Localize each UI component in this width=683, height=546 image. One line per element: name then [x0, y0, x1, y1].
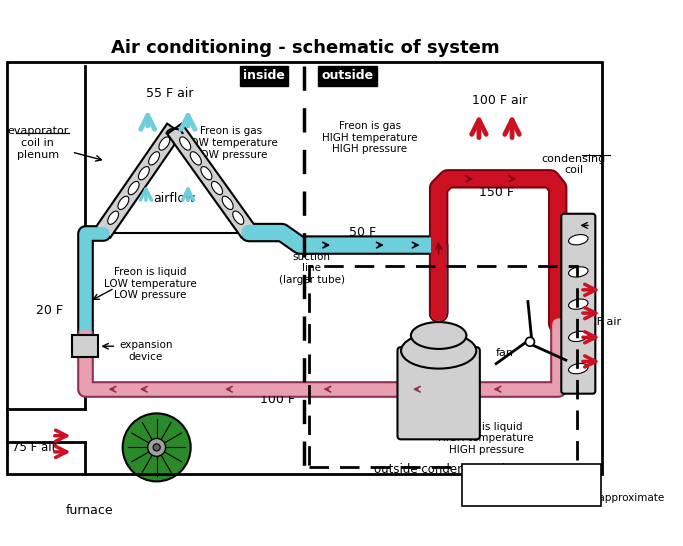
Text: 75 F air: 75 F air [12, 441, 56, 454]
Circle shape [123, 413, 191, 482]
Ellipse shape [159, 137, 170, 150]
FancyBboxPatch shape [398, 347, 480, 440]
Ellipse shape [191, 152, 201, 165]
Text: Air conditioning - schematic of system: Air conditioning - schematic of system [111, 39, 499, 57]
Text: blower: blower [136, 464, 178, 477]
Text: 150 F: 150 F [479, 186, 514, 199]
Polygon shape [96, 123, 182, 238]
Ellipse shape [212, 181, 223, 195]
Text: outside condenser unit: outside condenser unit [374, 463, 510, 476]
Ellipse shape [118, 196, 129, 210]
Ellipse shape [128, 181, 139, 195]
Text: 20 F: 20 F [36, 304, 63, 317]
Ellipse shape [568, 235, 588, 245]
Ellipse shape [233, 211, 244, 224]
Ellipse shape [139, 167, 150, 180]
Bar [462, 464, 600, 507]
Ellipse shape [149, 152, 160, 165]
Text: 50 F: 50 F [349, 226, 376, 239]
Text: outside: outside [321, 69, 374, 82]
Polygon shape [167, 123, 256, 238]
Circle shape [148, 438, 165, 456]
Text: Freon is gas
LOW temperature
LOW pressure: Freon is gas LOW temperature LOW pressur… [184, 127, 277, 159]
Text: fan: fan [496, 348, 514, 358]
Bar [7, 62, 602, 474]
Ellipse shape [568, 267, 588, 277]
Text: airflow: airflow [154, 192, 196, 205]
Text: inside: inside [243, 69, 285, 82]
Text: compressor: compressor [406, 377, 471, 387]
FancyBboxPatch shape [561, 213, 596, 394]
Text: note:: note: [467, 478, 502, 491]
Bar [309, 266, 577, 467]
Bar [72, 335, 98, 357]
Text: Freon is liquid
HIGH temperature
HIGH pressure: Freon is liquid HIGH temperature HIGH pr… [438, 422, 534, 455]
Ellipse shape [180, 137, 191, 150]
Text: suction
line
(larger tube): suction line (larger tube) [279, 252, 344, 285]
Text: furnace: furnace [66, 503, 113, 517]
Ellipse shape [222, 196, 233, 210]
Text: condensing
coil: condensing coil [542, 154, 606, 175]
Text: 100 F air: 100 F air [472, 93, 527, 106]
Text: 85 F air: 85 F air [579, 317, 621, 327]
Ellipse shape [568, 299, 588, 309]
Ellipse shape [108, 211, 119, 224]
Text: expansion
device: expansion device [119, 340, 173, 361]
Ellipse shape [568, 331, 588, 342]
Ellipse shape [401, 333, 476, 369]
Ellipse shape [201, 167, 212, 180]
Text: Freon is liquid
LOW temperature
LOW pressure: Freon is liquid LOW temperature LOW pres… [104, 267, 197, 300]
Ellipse shape [411, 322, 466, 349]
Circle shape [525, 337, 534, 346]
Text: Freon is gas
HIGH temperature
HIGH pressure: Freon is gas HIGH temperature HIGH press… [322, 121, 417, 155]
Circle shape [153, 444, 161, 451]
Text: 55 F air: 55 F air [146, 87, 194, 100]
Text: 100 F: 100 F [260, 393, 295, 406]
Ellipse shape [568, 364, 588, 374]
Text: temperatures shown are approximate: temperatures shown are approximate [467, 492, 665, 502]
Text: evaporator
coil in
plenum: evaporator coil in plenum [7, 127, 68, 159]
